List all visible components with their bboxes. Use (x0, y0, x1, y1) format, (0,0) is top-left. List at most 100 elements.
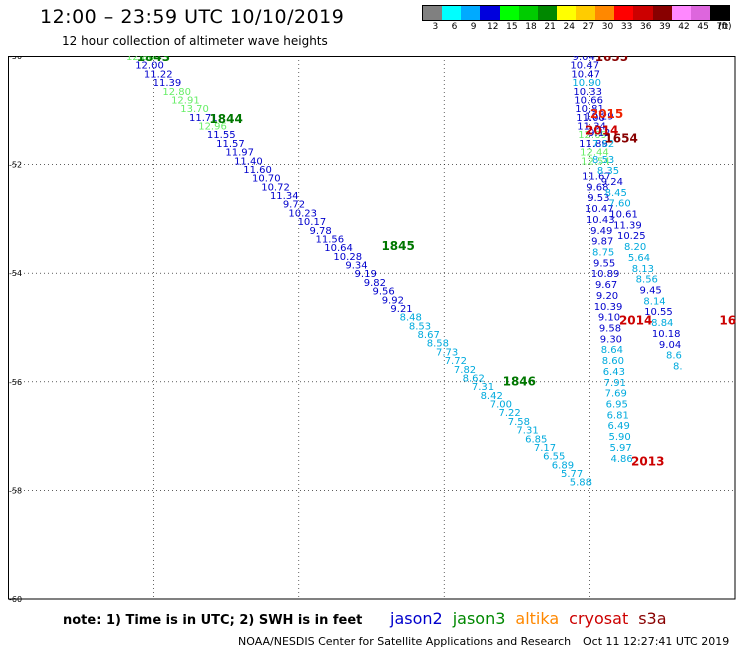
colorbar-swatch (633, 6, 653, 20)
colorbar-label: 24 (563, 22, 575, 32)
swh-value-cryosat: 9.12 (588, 128, 610, 139)
colorbar (422, 5, 730, 21)
legend-entry-jason2: jason2 (390, 609, 443, 628)
swh-value-jason3: 12.96 (198, 122, 227, 133)
swh-value-jason2: 7.69 (605, 389, 627, 400)
swh-value-jason2: 11.00 (576, 113, 605, 124)
swh-value-jason3: 11.60 (243, 165, 272, 176)
wave-height-map: 757881848790-50-52-54-56-58-6012.8012.00… (8, 56, 736, 604)
colorbar-label: 39 (659, 22, 671, 32)
swh-value-jason3: 12.80 (126, 56, 155, 63)
swh-value-cryosat: 8.56 (636, 275, 658, 286)
swh-value-cryosat: 10.61 (609, 209, 638, 220)
colorbar-label: 6 (451, 22, 458, 32)
colorbar-label: 33 (620, 22, 633, 32)
swh-value-jason3: 7.31 (516, 426, 538, 437)
swh-value-cryosat: 8.35 (597, 166, 619, 177)
swh-value-jason3: 7.00 (490, 400, 512, 411)
time-label: 1845 (381, 239, 414, 253)
swh-value-jason2: 9.58 (599, 324, 621, 335)
swh-value-jason2: 5.97 (609, 443, 631, 454)
swh-value-jason2: 10.66 (574, 95, 603, 106)
swh-value-cryosat: 5.64 (628, 253, 650, 264)
colorbar-swatch (423, 6, 443, 20)
colorbar-labels: 3 6 9 12 15 18 21 24 27 30 33 36 39 42 45 70 (422, 22, 728, 34)
swh-value-jason2: 9.53 (587, 193, 609, 204)
swh-value-jason2: 9.04 (573, 56, 595, 63)
swh-value-jason3: 7.82 (454, 365, 476, 376)
swh-value-jason3: 9.34 (345, 261, 367, 272)
time-label: 1844 (209, 112, 242, 126)
swh-value-jason2: 10.47 (585, 204, 614, 215)
swh-value-jason2: 8.60 (602, 356, 624, 367)
time-label: 2014 (585, 123, 618, 137)
colorbar-swatch (461, 6, 481, 20)
swh-value-jason3: 11.39 (153, 78, 182, 89)
swh-value-jason2: 10.47 (571, 69, 600, 80)
swh-value-jason3: 6.89 (552, 460, 574, 471)
time-label: 1843 (137, 56, 170, 64)
swh-value-jason3: 5.88 (570, 478, 592, 489)
swh-value-jason3: 11.22 (144, 69, 173, 80)
colorbar-label: 21 (544, 22, 556, 32)
swh-value-jason3: 11.40 (234, 156, 263, 167)
colorbar-label: 9 (470, 22, 477, 32)
legend-entry-jason3: jason3 (452, 609, 506, 628)
swh-value-jason2: 11.34 (577, 122, 606, 133)
swh-value-cryosat: 7.60 (609, 199, 631, 210)
colorbar-swatch (652, 6, 672, 20)
colorbar-swatch (576, 6, 596, 20)
swh-value-jason3: 9.78 (309, 226, 331, 237)
swh-value-jason2: 9.20 (596, 291, 618, 302)
swh-value-cryosat: 8.20 (624, 242, 646, 253)
swh-value-jason3: 7.58 (508, 417, 530, 428)
swh-value-jason2: 9.55 (593, 258, 615, 269)
swh-value-jason2: 10.33 (573, 87, 602, 98)
swh-value-jason3: 9.92 (382, 295, 404, 306)
swh-value-jason2: 6.49 (608, 421, 630, 432)
swh-value-cryosat: 8.6 (666, 351, 682, 362)
swh-value-cryosat: 7.82 (592, 139, 614, 150)
page-title: 12:00 – 23:59 UTC 10/10/2019 (40, 6, 345, 28)
swh-value-jason3: 11.55 (207, 130, 236, 141)
swh-value-cryosat: 10.25 (617, 231, 646, 242)
colorbar-label: 36 (640, 22, 652, 32)
colorbar-label: 30 (601, 22, 614, 32)
footer-timestamp: Oct 11 12:27:41 UTC 2019 (583, 635, 730, 648)
colorbar-swatch (499, 6, 519, 20)
swh-value-jason3: 12.80 (162, 87, 191, 98)
colorbar-label: 70 (716, 22, 728, 32)
swh-value-jason3: 11.34 (270, 191, 299, 202)
time-label: 1654 (604, 131, 637, 145)
y-tick-label: -60 (9, 595, 22, 604)
colorbar-label: 18 (525, 22, 537, 32)
y-tick-label: -54 (9, 269, 22, 278)
colorbar-label: 42 (678, 22, 690, 32)
swh-value-cryosat: 9.04 (659, 340, 681, 351)
swh-value-jason2: 9.87 (591, 237, 613, 248)
swh-value-jason3: 12.91 (171, 95, 200, 106)
swh-value-jason3: 8.53 (409, 321, 431, 332)
time-label: 2013 (631, 455, 664, 469)
colorbar-label: 12 (487, 22, 499, 32)
note-text: note: 1) Time is in UTC; 2) SWH is in fe… (63, 613, 363, 628)
plot-frame (8, 56, 736, 600)
swh-value-jason2: 10.39 (594, 302, 623, 313)
swh-value-jason2: 10.47 (570, 61, 599, 72)
y-tick-label: -56 (9, 378, 22, 387)
colorbar-swatch (709, 6, 729, 20)
time-label: 1655 (595, 56, 628, 64)
swh-value-jason3: 10.70 (252, 174, 281, 185)
swh-value-jason2: 12.54 (581, 156, 610, 167)
y-tick-label: -52 (9, 161, 22, 170)
colorbar-swatch (671, 6, 691, 20)
swh-value-jason2: 8.75 (592, 247, 614, 258)
swh-value-jason3: 11.56 (315, 234, 344, 245)
colorbar-swatch (595, 6, 615, 20)
swh-value-jason3: 7.31 (472, 382, 494, 393)
swh-value-jason2: 6.95 (606, 400, 628, 411)
swh-value-jason3: 9.72 (283, 200, 305, 211)
footer-source: NOAA/NESDIS Center for Satellite Applica… (238, 635, 572, 648)
colorbar-label: 27 (582, 22, 595, 32)
swh-value-jason3: 5.77 (561, 469, 583, 480)
